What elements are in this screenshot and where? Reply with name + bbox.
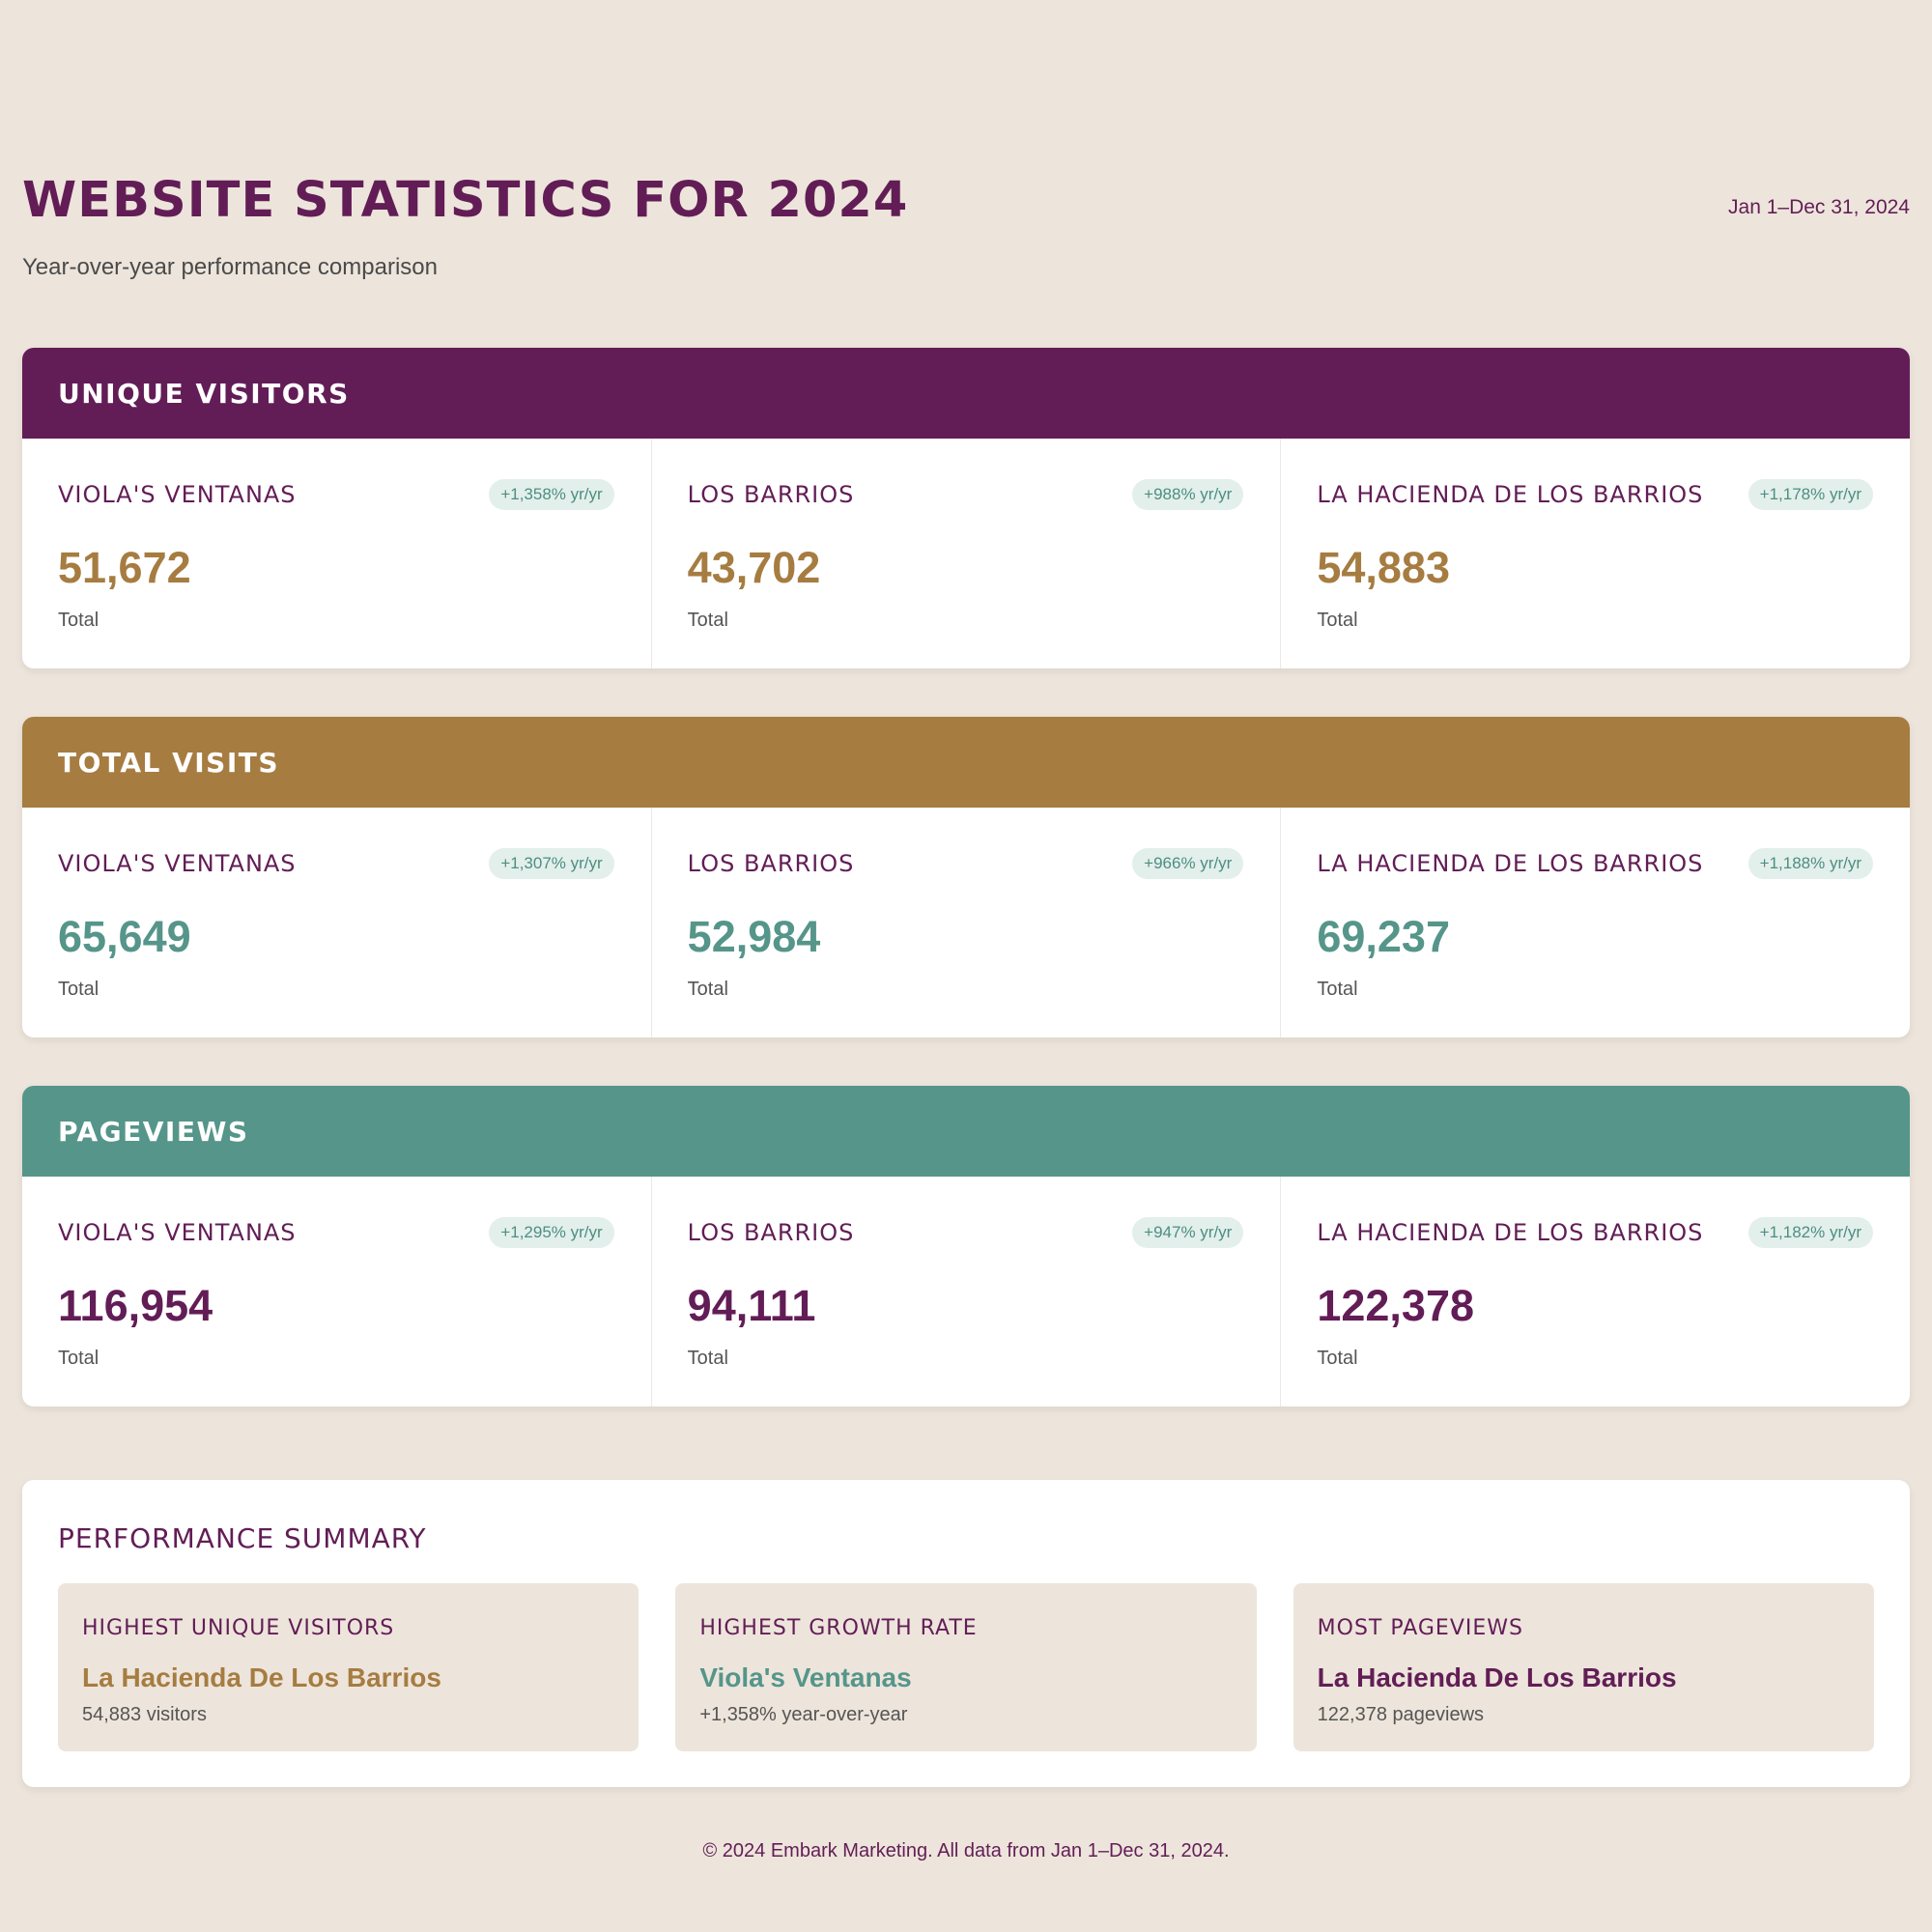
summary-detail: +1,358% year-over-year bbox=[699, 1704, 908, 1725]
page-subtitle: Year-over-year performance comparison bbox=[22, 254, 438, 280]
growth-badge: +1,307% yr/yr bbox=[489, 848, 614, 879]
performance-summary: PERFORMANCE SUMMARY HIGHEST UNIQUE VISIT… bbox=[22, 1480, 1910, 1787]
section-header: PAGEVIEWS bbox=[22, 1086, 1910, 1177]
metric-label: Total bbox=[687, 979, 728, 1000]
site-name: VIOLA'S VENTANAS bbox=[58, 481, 297, 508]
metric-card: LOS BARRIOS +988% yr/yr 43,702 Total bbox=[652, 439, 1282, 668]
site-name: LOS BARRIOS bbox=[687, 850, 855, 877]
metric-label: Total bbox=[58, 979, 99, 1000]
metric-value: 65,649 bbox=[58, 912, 191, 961]
growth-badge: +947% yr/yr bbox=[1132, 1217, 1244, 1248]
metric-card: LOS BARRIOS +947% yr/yr 94,111 Total bbox=[652, 1177, 1282, 1406]
summary-label: HIGHEST GROWTH RATE bbox=[699, 1616, 978, 1640]
growth-badge: +1,182% yr/yr bbox=[1747, 1217, 1874, 1248]
metric-label: Total bbox=[1317, 979, 1358, 1000]
summary-detail: 54,883 visitors bbox=[82, 1704, 207, 1725]
growth-badge: +1,295% yr/yr bbox=[489, 1217, 614, 1248]
unique-visitors-section: UNIQUE VISITORS VIOLA'S VENTANAS +1,358%… bbox=[22, 348, 1910, 668]
metric-label: Total bbox=[58, 610, 99, 631]
metric-value: 69,237 bbox=[1317, 912, 1450, 961]
summary-card-growth-rate: HIGHEST GROWTH RATE Viola's Ventanas +1,… bbox=[675, 1583, 1257, 1751]
summary-label: MOST PAGEVIEWS bbox=[1317, 1616, 1523, 1640]
section-body: VIOLA'S VENTANAS +1,295% yr/yr 116,954 T… bbox=[22, 1177, 1910, 1406]
site-name: LOS BARRIOS bbox=[687, 481, 855, 508]
total-visits-section: TOTAL VISITS VIOLA'S VENTANAS +1,307% yr… bbox=[22, 717, 1910, 1037]
section-header: UNIQUE VISITORS bbox=[22, 348, 1910, 439]
site-name: LA HACIENDA DE LOS BARRIOS bbox=[1317, 481, 1704, 508]
metric-value: 43,702 bbox=[687, 543, 821, 592]
site-name: LOS BARRIOS bbox=[687, 1219, 855, 1246]
growth-badge: +1,178% yr/yr bbox=[1747, 479, 1874, 510]
metric-label: Total bbox=[1317, 1348, 1358, 1369]
pageviews-section: PAGEVIEWS VIOLA'S VENTANAS +1,295% yr/yr… bbox=[22, 1086, 1910, 1406]
site-name: VIOLA'S VENTANAS bbox=[58, 1219, 297, 1246]
metric-card: VIOLA'S VENTANAS +1,307% yr/yr 65,649 To… bbox=[22, 808, 652, 1037]
summary-detail: 122,378 pageviews bbox=[1317, 1704, 1485, 1725]
metric-label: Total bbox=[1317, 610, 1358, 631]
footer-text: © 2024 Embark Marketing. All data from J… bbox=[702, 1840, 1230, 1861]
metric-card: VIOLA'S VENTANAS +1,295% yr/yr 116,954 T… bbox=[22, 1177, 652, 1406]
metric-label: Total bbox=[687, 610, 728, 631]
site-name: LA HACIENDA DE LOS BARRIOS bbox=[1317, 850, 1704, 877]
date-range: Jan 1–Dec 31, 2024 bbox=[1728, 196, 1910, 218]
site-name: VIOLA'S VENTANAS bbox=[58, 850, 297, 877]
metric-value: 51,672 bbox=[58, 543, 191, 592]
metric-value: 116,954 bbox=[58, 1281, 213, 1330]
section-body: VIOLA'S VENTANAS +1,307% yr/yr 65,649 To… bbox=[22, 808, 1910, 1037]
growth-badge: +988% yr/yr bbox=[1132, 479, 1244, 510]
summary-label: HIGHEST UNIQUE VISITORS bbox=[82, 1616, 395, 1640]
metric-card: LA HACIENDA DE LOS BARRIOS +1,178% yr/yr… bbox=[1281, 439, 1910, 668]
metric-label: Total bbox=[58, 1348, 99, 1369]
growth-badge: +1,188% yr/yr bbox=[1747, 848, 1874, 879]
summary-grid: HIGHEST UNIQUE VISITORS La Hacienda De L… bbox=[58, 1583, 1874, 1751]
summary-title: PERFORMANCE SUMMARY bbox=[58, 1522, 427, 1554]
summary-card-pageviews: MOST PAGEVIEWS La Hacienda De Los Barrio… bbox=[1293, 1583, 1874, 1751]
metric-card: LA HACIENDA DE LOS BARRIOS +1,188% yr/yr… bbox=[1281, 808, 1910, 1037]
site-name: LA HACIENDA DE LOS BARRIOS bbox=[1317, 1219, 1704, 1246]
metric-value: 122,378 bbox=[1317, 1281, 1475, 1330]
metric-value: 54,883 bbox=[1317, 543, 1450, 592]
metric-card: LA HACIENDA DE LOS BARRIOS +1,182% yr/yr… bbox=[1281, 1177, 1910, 1406]
page-header: WEBSITE STATISTICS FOR 2024 Year-over-ye… bbox=[22, 0, 1910, 328]
summary-card-unique-visitors: HIGHEST UNIQUE VISITORS La Hacienda De L… bbox=[58, 1583, 639, 1751]
growth-badge: +966% yr/yr bbox=[1132, 848, 1244, 879]
summary-value: La Hacienda De Los Barrios bbox=[1317, 1662, 1677, 1692]
summary-value: La Hacienda De Los Barrios bbox=[82, 1662, 441, 1692]
section-header: TOTAL VISITS bbox=[22, 717, 1910, 808]
metric-value: 52,984 bbox=[687, 912, 821, 961]
page-title: WEBSITE STATISTICS FOR 2024 bbox=[22, 172, 909, 229]
section-body: VIOLA'S VENTANAS +1,358% yr/yr 51,672 To… bbox=[22, 439, 1910, 668]
metric-card: VIOLA'S VENTANAS +1,358% yr/yr 51,672 To… bbox=[22, 439, 652, 668]
metric-value: 94,111 bbox=[687, 1281, 816, 1330]
dashboard-page: WEBSITE STATISTICS FOR 2024 Year-over-ye… bbox=[22, 0, 1910, 1861]
metric-card: LOS BARRIOS +966% yr/yr 52,984 Total bbox=[652, 808, 1282, 1037]
growth-badge: +1,358% yr/yr bbox=[489, 479, 614, 510]
metric-label: Total bbox=[687, 1348, 728, 1369]
summary-value: Viola's Ventanas bbox=[699, 1662, 912, 1692]
